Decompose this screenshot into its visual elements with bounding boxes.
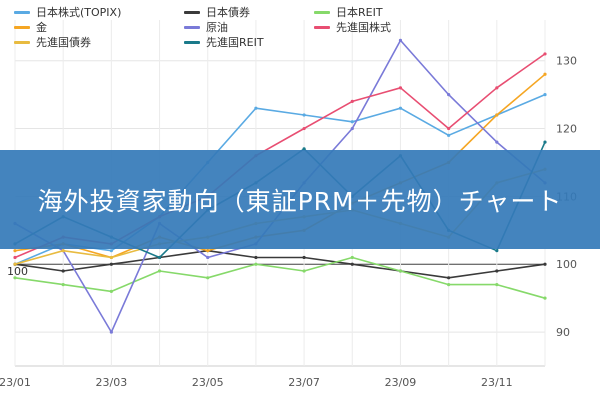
x-tick-label: 23/05	[192, 376, 224, 389]
data-point	[543, 262, 547, 266]
y-tick-label: 120	[556, 123, 577, 136]
data-point	[109, 249, 113, 253]
data-point	[495, 86, 499, 90]
legend-swatch	[14, 40, 30, 44]
x-tick-label: 23/11	[481, 376, 513, 389]
data-point	[350, 262, 354, 266]
series-line	[14, 256, 546, 299]
legend-label: 日本債券	[206, 6, 250, 19]
legend-swatch	[314, 10, 330, 14]
data-point	[495, 282, 499, 287]
legend-item: 先進国REIT	[184, 34, 264, 50]
data-point	[254, 262, 258, 266]
data-point	[13, 276, 17, 280]
data-point	[398, 86, 403, 90]
y-tick-label: 130	[556, 55, 577, 68]
data-point	[350, 120, 354, 124]
data-point	[61, 282, 65, 287]
legend-label: 原油	[206, 21, 228, 34]
x-tick-label: 23/01	[0, 376, 31, 389]
data-point	[206, 255, 210, 260]
legend-item: 日本債券	[184, 4, 250, 20]
x-tick-label: 23/03	[96, 376, 128, 389]
y-tick-label: 90	[556, 326, 570, 339]
data-point	[13, 255, 17, 260]
data-point	[447, 133, 451, 137]
data-point	[109, 262, 113, 266]
data-point	[302, 255, 306, 260]
series-line	[14, 93, 546, 265]
legend-swatch	[184, 25, 200, 29]
data-point	[13, 249, 17, 253]
data-point	[543, 140, 547, 144]
legend-item: 先進国債券	[14, 34, 91, 50]
data-point	[350, 255, 354, 260]
data-point	[447, 276, 451, 280]
data-point	[495, 140, 499, 144]
legend-item: 日本REIT	[314, 4, 383, 20]
title-banner: 海外投資家動向（東証PRM＋先物）チャート	[0, 150, 600, 249]
data-point	[543, 93, 547, 97]
legend-swatch	[314, 25, 330, 29]
legend-item: 金	[14, 19, 47, 35]
data-point	[543, 52, 547, 56]
data-point	[495, 113, 499, 117]
data-point	[495, 269, 499, 273]
data-point	[447, 282, 451, 287]
data-point	[543, 296, 547, 300]
data-point	[109, 255, 113, 260]
baseline-label: 100	[7, 265, 28, 278]
data-point	[302, 269, 306, 273]
x-tick-label: 23/09	[385, 376, 417, 389]
data-point	[447, 93, 451, 97]
data-point	[61, 269, 65, 273]
legend-swatch	[14, 25, 30, 29]
legend-label: 先進国債券	[36, 36, 91, 49]
legend-label: 日本株式(TOPIX)	[36, 6, 122, 19]
x-tick-label: 23/07	[288, 376, 320, 389]
data-point	[398, 38, 403, 42]
data-point	[302, 126, 306, 131]
data-point	[302, 113, 306, 117]
data-point	[157, 269, 162, 273]
legend-swatch	[14, 10, 30, 14]
legend-swatch	[184, 40, 200, 44]
data-point	[543, 72, 547, 76]
legend-label: 先進国REIT	[206, 36, 264, 49]
data-point	[398, 269, 403, 273]
series-line	[14, 249, 546, 279]
data-point	[109, 330, 113, 334]
data-point	[398, 106, 403, 110]
data-point	[495, 249, 499, 253]
legend-label: 先進国株式	[336, 21, 391, 34]
legend-item: 先進国株式	[314, 19, 391, 35]
data-point	[302, 147, 306, 151]
data-point	[206, 249, 210, 253]
data-point	[157, 255, 162, 260]
x-tick-labels: 23/01 23/03 23/05 23/07 23/09 23/11	[0, 376, 513, 389]
y-tick-label: 100	[556, 258, 577, 271]
data-point	[350, 99, 354, 104]
data-point	[206, 276, 210, 280]
legend-item: 原油	[184, 19, 228, 35]
legend-label: 日本REIT	[336, 6, 383, 19]
legend-swatch	[184, 10, 200, 14]
data-point	[254, 255, 258, 260]
data-point	[61, 249, 65, 253]
legend-label: 金	[36, 21, 47, 34]
data-point	[109, 289, 113, 293]
banner-title: 海外投資家動向（東証PRM＋先物）チャート	[37, 186, 563, 216]
data-point	[447, 126, 451, 131]
data-point	[350, 126, 354, 131]
data-point	[254, 106, 258, 110]
legend-item: 日本株式(TOPIX)	[14, 4, 121, 20]
data-point	[13, 262, 17, 266]
